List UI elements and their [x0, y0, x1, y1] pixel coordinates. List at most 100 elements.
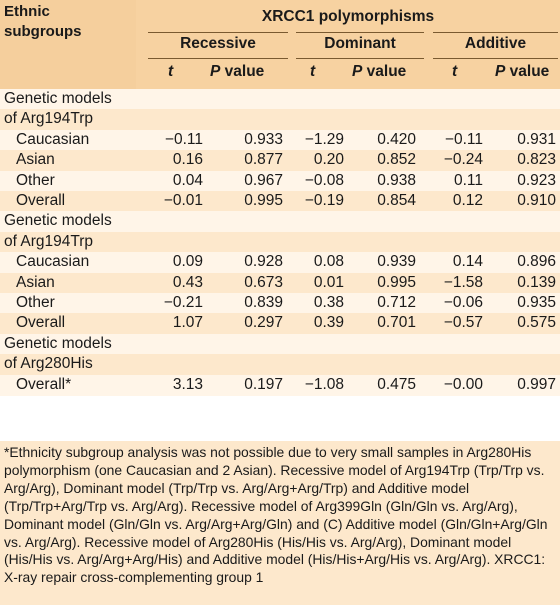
t-value-cell: −0.00 [443, 375, 483, 393]
p-value-cell: 0.712 [377, 294, 416, 311]
t-value-cell: −0.24 [443, 151, 483, 169]
p-value-cell: 0.967 [244, 171, 283, 189]
p-value-cell: 0.854 [377, 192, 416, 209]
table-row [0, 191, 560, 212]
section-heading: of Arg194Trp [4, 110, 94, 128]
t-value-cell: 0.43 [172, 273, 203, 291]
t-value-cell: −0.06 [443, 294, 483, 311]
p-value-cell: 0.852 [377, 151, 416, 169]
t-value-cell: −0.08 [304, 171, 344, 189]
row-label: Asian [16, 273, 55, 291]
section-heading-row [0, 354, 560, 376]
t-value-cell: 0.38 [313, 294, 344, 311]
rule-additive [433, 32, 558, 33]
t-value-cell: 0.16 [172, 151, 203, 169]
t-value-cell: 0.39 [313, 314, 344, 332]
t-value-cell: 0.04 [172, 171, 203, 189]
rule-recessive [148, 32, 288, 33]
p-value-cell: 0.823 [517, 151, 556, 169]
p-value-cell: 0.673 [244, 273, 283, 291]
table-row [0, 293, 560, 314]
p-value-cell: 0.896 [517, 253, 556, 271]
table-row [0, 252, 560, 274]
t-value-cell: −0.19 [304, 192, 344, 209]
stub-header-line2: subgroups [4, 23, 82, 40]
table-row [0, 150, 560, 172]
section-heading-row [0, 231, 560, 253]
t-value-cell: −1.58 [443, 273, 483, 291]
t-value-cell: 0.11 [453, 171, 483, 189]
p-value-cell: 0.877 [244, 151, 283, 169]
section-heading: Genetic models [4, 212, 112, 230]
subheader-t: t [452, 63, 458, 80]
model-header-dominant: Dominant [324, 35, 396, 52]
section-heading: Genetic models [4, 334, 112, 352]
row-label: Caucasian [16, 253, 90, 271]
t-value-cell: −0.01 [163, 192, 203, 209]
table-footnote: *Ethnicity subgroup analysis was not pos… [4, 444, 548, 586]
table-row [0, 272, 560, 294]
subheader-t: t [168, 63, 174, 80]
model-header-additive: Additive [464, 35, 527, 52]
p-value-cell: 0.575 [517, 314, 556, 332]
t-value-cell: 3.13 [172, 375, 203, 393]
section-heading-row [0, 333, 560, 355]
p-value-cell: 0.297 [244, 314, 283, 332]
t-value-cell: −0.57 [443, 314, 483, 332]
p-value-cell: 0.995 [377, 273, 416, 291]
rule-additive-sub [433, 58, 558, 59]
section-heading: of Arg194Trp [4, 232, 94, 250]
t-value-cell: 1.07 [172, 314, 203, 332]
subheader-p-value: P value [495, 63, 550, 80]
row-label: Overall [16, 314, 66, 332]
table-row [0, 170, 560, 192]
p-value-cell: 0.701 [377, 314, 416, 332]
section-heading-row [0, 109, 560, 131]
p-value-cell: 0.933 [244, 130, 283, 148]
table-row [0, 129, 560, 151]
t-value-cell: −0.11 [164, 130, 203, 148]
p-value-cell: 0.475 [377, 375, 416, 393]
model-header-recessive: Recessive [180, 35, 256, 52]
t-value-cell: 0.14 [452, 253, 483, 271]
p-value-cell: 0.139 [517, 273, 556, 291]
subheader-t: t [310, 63, 316, 80]
p-value-cell: 0.938 [377, 171, 416, 189]
p-value-cell: 0.197 [244, 375, 283, 393]
table-row [0, 313, 560, 335]
p-value-cell: 0.839 [244, 294, 283, 311]
row-label: Overall* [16, 375, 72, 393]
row-label: Other [16, 171, 55, 189]
t-value-cell: 0.01 [313, 273, 344, 291]
row-label: Caucasian [16, 130, 90, 148]
p-value-cell: 0.420 [377, 130, 416, 148]
table-header-stub [0, 0, 136, 89]
table-row [0, 374, 560, 396]
t-value-cell: −1.29 [304, 130, 344, 148]
p-value-cell: 0.939 [377, 253, 416, 271]
section-heading: of Arg280His [4, 355, 93, 373]
section-heading-row [0, 211, 560, 233]
p-value-cell: 0.935 [517, 294, 556, 311]
p-value-cell: 0.910 [517, 192, 556, 209]
t-value-cell: 0.20 [313, 151, 344, 169]
section-heading-row [0, 89, 560, 110]
t-value-cell: −0.11 [444, 130, 483, 148]
subheader-p-value: P value [210, 63, 265, 80]
t-value-cell: −0.21 [163, 294, 203, 311]
rule-dominant-sub [296, 58, 424, 59]
p-value-cell: 0.997 [517, 375, 556, 393]
t-value-cell: 0.12 [452, 192, 483, 209]
row-label: Overall [16, 192, 66, 209]
p-value-cell: 0.928 [244, 253, 283, 271]
p-value-cell: 0.931 [517, 130, 556, 148]
p-value-cell: 0.995 [244, 192, 283, 209]
rule-dominant [296, 32, 424, 33]
section-heading: Genetic models [4, 90, 112, 107]
stub-header-line1: Ethnic [4, 3, 50, 20]
t-value-cell: −1.08 [304, 375, 344, 393]
row-label: Other [16, 294, 55, 311]
table-footnote-box: *Ethnicity subgroup analysis was not pos… [0, 441, 560, 605]
subheader-p-value: P value [352, 63, 407, 80]
rule-recessive-sub [148, 58, 288, 59]
